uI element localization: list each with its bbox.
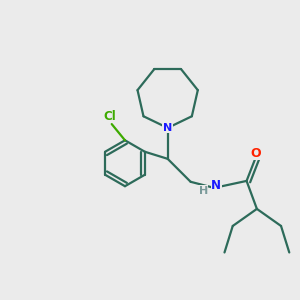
Text: N: N [163, 123, 172, 133]
Text: H: H [199, 186, 208, 196]
Text: Cl: Cl [104, 110, 117, 123]
Text: N: N [211, 179, 221, 192]
Text: O: O [251, 147, 261, 160]
